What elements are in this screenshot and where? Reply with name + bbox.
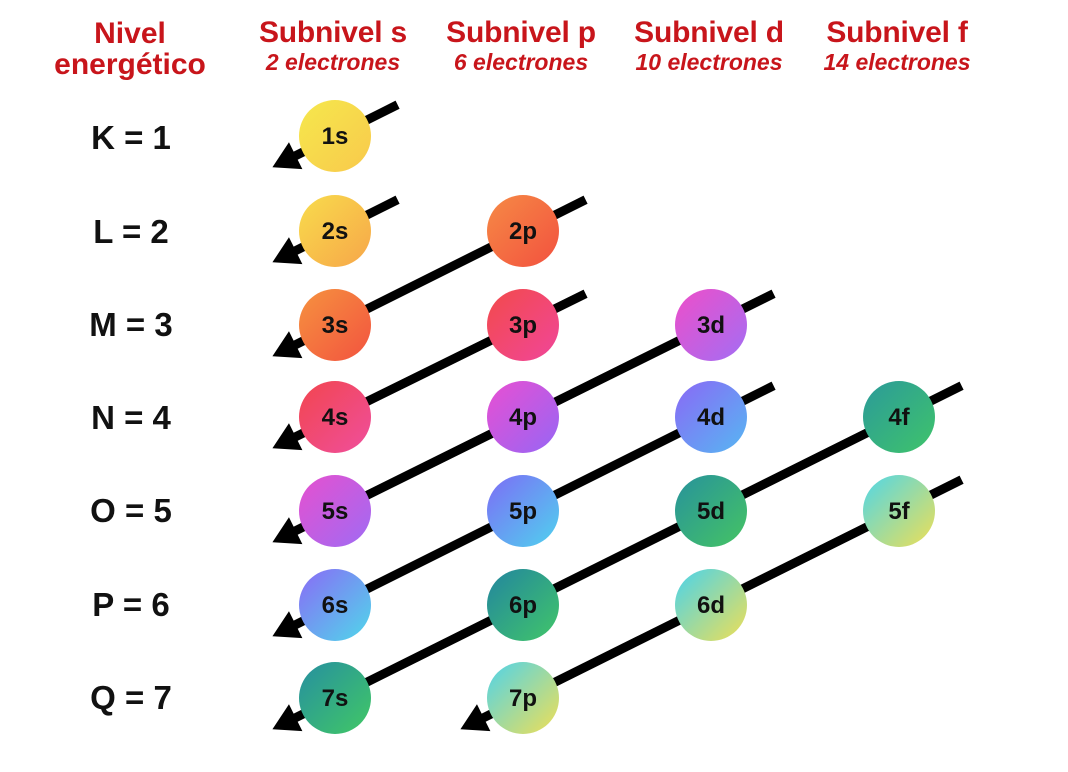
orbital-4f: 4f	[863, 381, 935, 453]
orbital-6p: 6p	[487, 569, 559, 641]
orbital-label: 4p	[509, 404, 537, 431]
diagonal-arrow-line	[281, 381, 964, 728]
diagonal-arrow-head	[272, 331, 303, 359]
level-label-k: K = 1	[91, 119, 171, 156]
header-subshell-s-capacity: 2 electrones	[265, 49, 401, 75]
orbital-1s: 1s	[299, 100, 371, 172]
diagonal-arrow-head	[272, 704, 303, 732]
header-subshell-p-capacity: 6 electrones	[453, 49, 589, 75]
level-label-l: L = 2	[93, 213, 169, 250]
orbital-label: 6p	[509, 592, 537, 619]
header-subshell-f-capacity: 14 electrones	[823, 49, 971, 75]
level-label-o: O = 5	[90, 492, 172, 529]
orbital-circle	[675, 381, 747, 453]
diagonal-arrow-head	[272, 142, 303, 170]
orbital-circle	[299, 662, 371, 734]
orbital-circle	[299, 100, 371, 172]
level-label-p: P = 6	[92, 586, 170, 623]
orbital-2s: 2s	[299, 195, 371, 267]
orbital-6s: 6s	[299, 569, 371, 641]
header-subshell-p-title: Subnivel p	[446, 16, 596, 49]
orbital-label: 3d	[697, 312, 725, 339]
orbital-7s: 7s	[299, 662, 371, 734]
orbital-circle	[487, 475, 559, 547]
orbital-label: 5p	[509, 498, 537, 525]
orbital-circle	[299, 569, 371, 641]
orbital-circle	[675, 569, 747, 641]
diagonal-arrow-head	[272, 517, 303, 545]
orbital-6d: 6d	[675, 569, 747, 641]
header-subshell-f: Subnivel f 14 electrones	[804, 18, 990, 74]
orbital-circle	[487, 662, 559, 734]
orbital-circle	[487, 289, 559, 361]
orbital-2p: 2p	[487, 195, 559, 267]
orbital-3s: 3s	[299, 289, 371, 361]
orbital-circle	[675, 289, 747, 361]
header-subshell-p: Subnivel p 6 electrones	[428, 18, 614, 74]
orbital-circle	[675, 475, 747, 547]
orbital-5p: 5p	[487, 475, 559, 547]
orbital-5s: 5s	[299, 475, 371, 547]
orbital-label: 7s	[322, 685, 349, 712]
orbital-label: 6s	[322, 592, 349, 619]
header-subshell-s-title: Subnivel s	[258, 16, 408, 49]
orbital-5f: 5f	[863, 475, 935, 547]
diagonal-arrow-head	[272, 237, 303, 265]
orbital-circle	[299, 195, 371, 267]
header-level-line2: energético	[54, 48, 206, 81]
level-label-m: M = 3	[89, 306, 173, 343]
orbital-label: 4f	[888, 404, 910, 431]
orbital-label: 4d	[697, 404, 725, 431]
orbital-label: 1s	[322, 123, 349, 150]
orbital-3p: 3p	[487, 289, 559, 361]
orbital-circle	[863, 475, 935, 547]
diagonal-arrow-head	[272, 611, 303, 639]
orbital-circle	[487, 381, 559, 453]
orbital-label: 5s	[322, 498, 349, 525]
orbital-circle	[487, 569, 559, 641]
orbital-label: 2p	[509, 218, 537, 245]
orbital-label: 4s	[322, 404, 349, 431]
header-subshell-f-title: Subnivel f	[826, 16, 968, 49]
header-subshell-d-title: Subnivel d	[634, 16, 784, 49]
orbital-circle	[863, 381, 935, 453]
header-level-line1: Nivel	[94, 17, 166, 50]
diagonal-arrow-head	[272, 423, 303, 451]
header-subshell-d-capacity: 10 electrones	[635, 49, 783, 75]
orbital-label: 6d	[697, 592, 725, 619]
orbital-label: 5f	[888, 498, 910, 525]
level-label-n: N = 4	[91, 399, 171, 436]
orbital-4p: 4p	[487, 381, 559, 453]
level-label-q: Q = 7	[90, 679, 172, 716]
orbital-label: 5d	[697, 498, 725, 525]
diagonal-arrow-head	[460, 704, 491, 732]
orbital-3d: 3d	[675, 289, 747, 361]
header-subshell-s: Subnivel s 2 electrones	[240, 18, 426, 74]
orbital-label: 2s	[322, 218, 349, 245]
orbital-circle	[299, 289, 371, 361]
header-energy-level: Nivel energético	[30, 18, 230, 80]
orbital-5d: 5d	[675, 475, 747, 547]
orbital-label: 3s	[322, 312, 349, 339]
orbital-label: 3p	[509, 312, 537, 339]
orbital-circle	[487, 195, 559, 267]
orbital-4s: 4s	[299, 381, 371, 453]
orbital-4d: 4d	[675, 381, 747, 453]
orbital-label: 7p	[509, 685, 537, 712]
orbital-circle	[299, 381, 371, 453]
header-subshell-d: Subnivel d 10 electrones	[616, 18, 802, 74]
orbital-7p: 7p	[487, 662, 559, 734]
orbital-circle	[299, 475, 371, 547]
